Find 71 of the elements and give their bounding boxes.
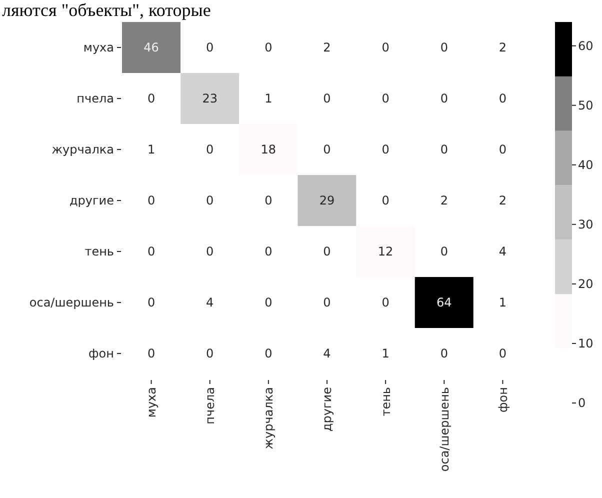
data-label: 0 [206,40,214,55]
color-bar-label: 0 [578,396,586,410]
data-label: 0 [206,142,214,157]
data-label: 0 [382,40,390,55]
color-bar-label: 10 [578,336,594,351]
data-label: 0 [323,296,331,310]
data-label: 0 [206,346,214,361]
data-label: 0 [440,142,448,157]
y-tick-label: муха [83,40,114,55]
data-label: 0 [264,346,272,361]
data-label: 18 [260,142,276,157]
data-label: 0 [382,142,390,157]
data-label: 1 [382,346,390,361]
data-label: 0 [206,194,214,208]
data-label: 2 [323,40,331,55]
color-bar-label: 50 [578,98,594,113]
color-bar-label: 60 [578,39,594,54]
data-label: 0 [382,194,390,208]
data-label: 0 [440,40,448,55]
data-label: 0 [440,346,448,361]
data-label: 0 [147,194,156,208]
data-label: 2 [498,194,507,208]
data-label: 0 [498,346,507,361]
data-label: 1 [498,296,507,310]
data-label: 0 [147,92,156,106]
data-label: 46 [144,40,159,55]
y-tick-label: пчела [76,92,114,106]
x-tick-label: пчела [203,387,218,424]
data-label: 0 [382,296,390,310]
data-label: 1 [147,142,156,157]
x-tick-label: оса/шершень [437,387,452,472]
x-tick-label: тень [378,387,393,416]
data-label: 4 [498,244,507,259]
data-label: 0 [206,244,214,259]
data-label: 0 [147,296,156,310]
data-label: 12 [378,244,394,259]
y-tick-label: журчалка [52,142,114,157]
data-label: 0 [323,142,331,157]
x-tick-label: журчалка [262,387,276,450]
data-label: 0 [147,244,156,259]
x-tick-label: другие [320,387,334,432]
y-tick-label: тень [84,244,114,259]
data-label: 4 [206,296,214,310]
color-bar-label: 30 [578,218,594,232]
data-label: 0 [264,40,272,55]
y-tick-label: другие [69,194,114,208]
data-label: 0 [264,244,272,259]
data-label: 2 [440,194,448,208]
data-label: 0 [323,244,331,259]
data-label: 0 [440,244,448,259]
x-tick-label: муха [144,387,158,418]
data-label: 29 [319,194,335,208]
data-label: 4 [323,346,331,361]
data-label: 64 [436,296,452,310]
data-label: 0 [264,296,272,310]
data-label: 23 [202,92,218,106]
x-tick-label: фон [496,387,510,412]
data-label: 0 [264,194,272,208]
data-label: 0 [498,142,507,157]
text: ляются "объекты", которые [2,0,211,20]
data-label: 0 [147,346,156,361]
y-tick-label: оса/шершень [29,296,114,310]
data-label: 0 [382,92,390,106]
data-label: 2 [498,40,507,55]
data-label: 0 [323,92,331,106]
data-label: 0 [498,92,507,106]
data-label: 1 [264,92,272,106]
data-label: 0 [440,92,448,106]
color-bar-label: 40 [578,158,594,172]
color-bar-label: 20 [578,277,594,292]
y-tick-label: фон [88,346,114,361]
